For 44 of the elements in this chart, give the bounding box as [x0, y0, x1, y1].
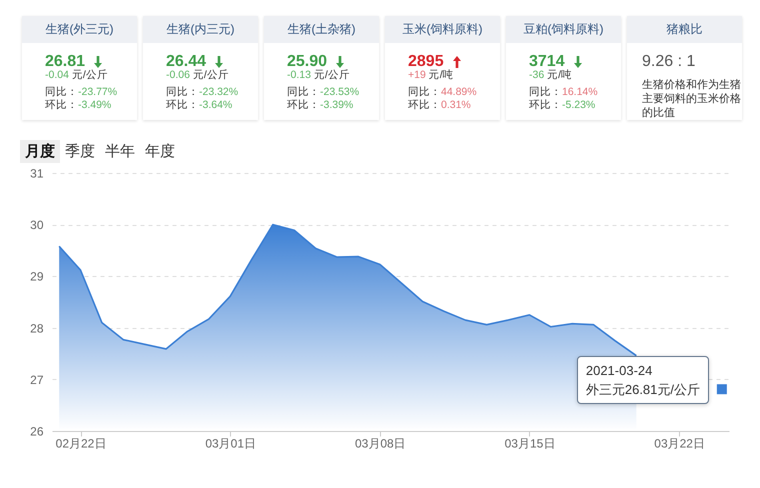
text: 季度 [64, 142, 96, 162]
x-tick-label: 03月08日 [354, 436, 406, 450]
text: 年度 [144, 142, 176, 162]
text: 环比：0.31% [408, 99, 471, 111]
text: -36 元/吨 [529, 69, 572, 81]
text: 月度 [20, 140, 60, 163]
text: 同比：-23.53% [287, 86, 360, 98]
x-tick-label: 03月15日 [504, 436, 556, 450]
text: 豆粕(饲料原料) [506, 16, 621, 43]
y-tick-label: 29 [30, 270, 44, 284]
text: 同比：44.89% [408, 86, 477, 98]
text: +19 元/吨 [408, 69, 454, 81]
text: 2895 [408, 52, 444, 70]
x-tick-label: 03月22日 [654, 436, 705, 450]
text: 26.81 [45, 52, 86, 70]
text: 同比：-23.77% [45, 86, 118, 98]
text: -0.04 元/公斤 [45, 69, 108, 81]
y-tick-label: 31 [30, 166, 44, 180]
y-tick-label: 30 [30, 218, 44, 232]
text: 生猪(外三元) [22, 16, 137, 43]
text: 同比：-23.32% [166, 86, 238, 98]
text: 环比：-3.39% [287, 99, 354, 111]
text: 9.26 : 1 [642, 52, 696, 72]
text: 3714 [529, 52, 565, 70]
y-tick-label: 26 [30, 424, 44, 438]
y-tick-label: 28 [30, 321, 44, 336]
text: 生猪价格和作为生猪主要饲料的玉米价格的比值 [642, 78, 742, 120]
x-tick-label: 02月22日 [56, 436, 106, 450]
text: 猪粮比 [627, 16, 742, 43]
text: 环比：-3.49% [45, 99, 112, 111]
text: 同比：16.14% [529, 86, 598, 98]
text: 生猪(内三元) [143, 16, 258, 43]
text: 玉米(饲料原料) [385, 16, 500, 43]
tooltip: 2021-03-24 外三元26.81元/公斤 [576, 356, 710, 404]
text: 环比：-3.64% [166, 99, 232, 111]
text: 环比：-5.23% [529, 99, 596, 111]
text: 生猪(土杂猪) [264, 16, 379, 43]
text: 半年 [104, 142, 136, 162]
y-tick-label: 27 [30, 372, 44, 387]
text: 26.44 [166, 52, 206, 70]
text: -0.06 元/公斤 [166, 69, 229, 81]
text: -0.13 元/公斤 [287, 69, 350, 81]
text: 25.90 [287, 52, 328, 70]
x-tick-label: 03月01日 [205, 436, 256, 450]
